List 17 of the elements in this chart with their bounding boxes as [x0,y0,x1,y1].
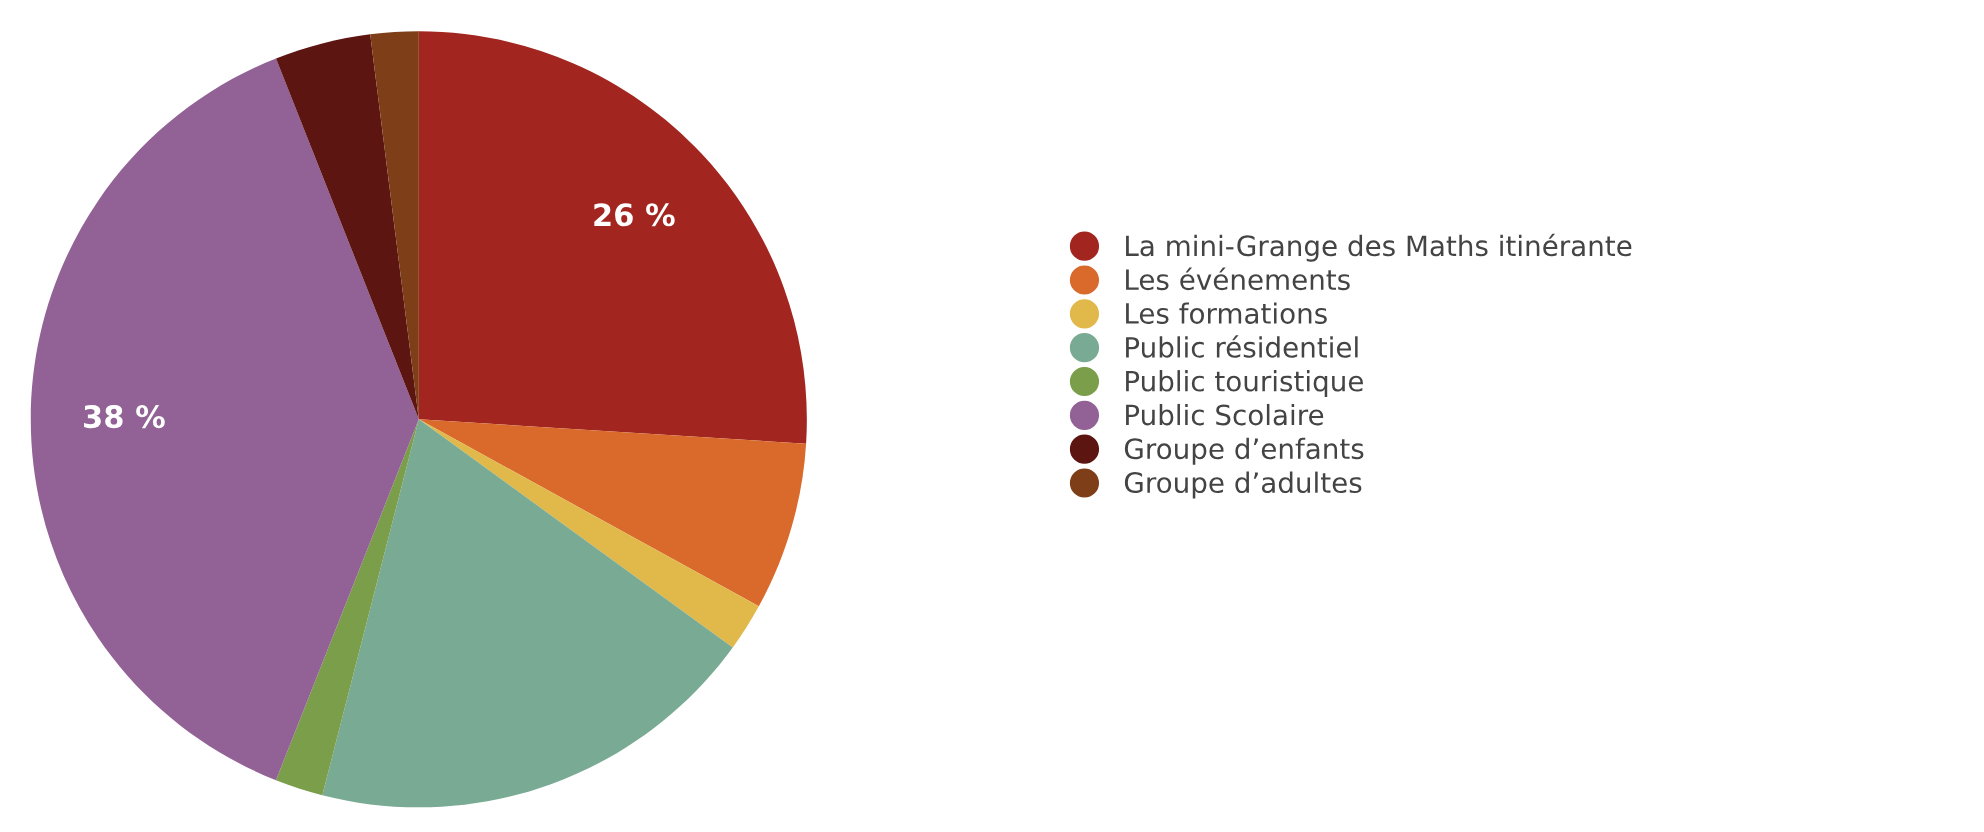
legend-label: La mini-Grange des Maths itinérante [1126,233,1632,262]
pie-slice [418,419,807,607]
legend-label: Les événements [1126,267,1350,291]
data-label: 38 % [84,405,165,429]
pie-slice [418,31,807,444]
pie-slice [275,34,419,420]
pie-slice [370,31,419,420]
data-label: 26 % [594,203,675,227]
legend-label: Groupe d’adultes [1124,471,1362,499]
legend-label: Public résidentiel [1126,335,1358,358]
pie-slice [30,58,419,781]
legend-label: Les formations [1126,302,1327,324]
pie-slice [418,419,759,648]
pie-slice [322,419,733,808]
legend-label: Public Scolaire [1126,403,1324,426]
legend-label: Public touristique [1126,370,1363,397]
legend-label: Groupe d’enfants [1124,437,1364,465]
